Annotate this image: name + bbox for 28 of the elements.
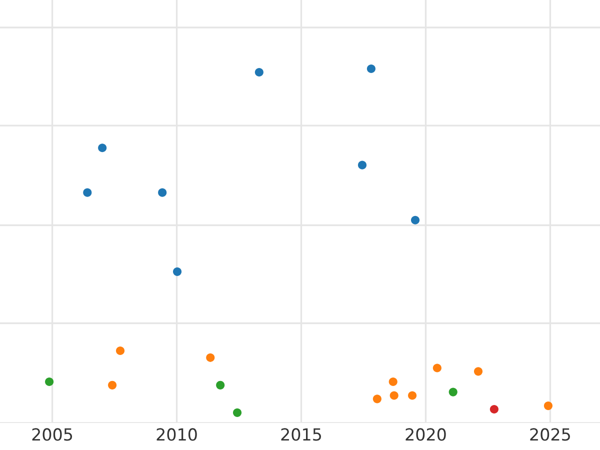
point — [372, 394, 382, 404]
point — [358, 160, 367, 170]
point — [390, 391, 398, 400]
point — [366, 64, 376, 74]
point — [254, 68, 264, 76]
point — [232, 408, 242, 417]
point — [388, 377, 398, 386]
point — [490, 404, 498, 414]
point — [172, 267, 182, 276]
point — [98, 144, 107, 152]
point — [158, 188, 167, 197]
x-tick-label: 2015 — [281, 428, 321, 441]
point — [448, 388, 458, 396]
point — [83, 188, 92, 197]
point — [45, 377, 54, 386]
point — [216, 380, 225, 390]
point — [408, 391, 417, 400]
point — [206, 353, 215, 362]
point — [474, 367, 483, 376]
x-tick-label: 2010 — [156, 428, 197, 441]
point — [116, 346, 125, 356]
point — [544, 402, 552, 410]
x-tick-label: 2025 — [530, 428, 570, 441]
point — [108, 380, 117, 390]
x-tick-label: 2020 — [406, 428, 446, 441]
x-tick-label: 2005 — [32, 428, 72, 441]
point — [410, 216, 420, 224]
point — [432, 364, 442, 372]
